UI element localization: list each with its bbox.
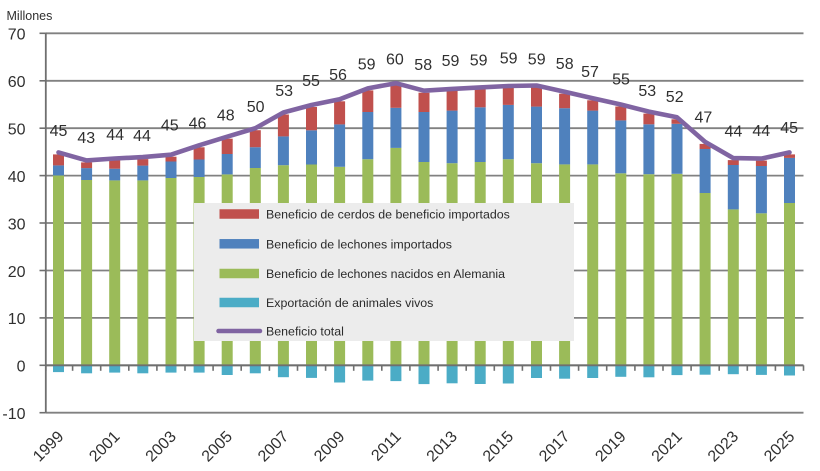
- svg-text:46: 46: [189, 115, 207, 132]
- svg-text:52: 52: [666, 89, 684, 106]
- svg-text:44: 44: [752, 123, 770, 140]
- svg-text:43: 43: [77, 130, 95, 147]
- svg-text:Beneficio de lechones nacidos: Beneficio de lechones nacidos en Alemani…: [266, 267, 505, 281]
- svg-text:48: 48: [217, 108, 235, 125]
- svg-text:55: 55: [302, 73, 320, 90]
- svg-text:57: 57: [581, 64, 599, 81]
- svg-text:50: 50: [8, 122, 26, 139]
- svg-text:40: 40: [8, 169, 26, 186]
- svg-text:45: 45: [50, 123, 68, 140]
- svg-text:0: 0: [17, 359, 26, 376]
- svg-text:44: 44: [106, 127, 124, 144]
- svg-text:56: 56: [329, 67, 347, 84]
- svg-text:30: 30: [8, 216, 26, 233]
- svg-text:53: 53: [275, 83, 293, 100]
- svg-text:60: 60: [8, 74, 26, 91]
- svg-text:20: 20: [8, 264, 26, 281]
- svg-text:Beneficio total: Beneficio total: [266, 325, 344, 339]
- svg-text:55: 55: [612, 71, 630, 88]
- svg-text:Beneficio de lechones importad: Beneficio de lechones importados: [266, 237, 452, 251]
- svg-text:59: 59: [442, 53, 460, 70]
- svg-text:45: 45: [780, 120, 798, 137]
- svg-text:60: 60: [386, 51, 404, 68]
- svg-text:53: 53: [638, 83, 656, 100]
- svg-text:50: 50: [247, 99, 265, 116]
- svg-text:59: 59: [358, 56, 376, 73]
- svg-text:Beneficio de cerdos de benefic: Beneficio de cerdos de beneficio importa…: [266, 208, 510, 222]
- svg-text:70: 70: [8, 27, 26, 44]
- svg-text:44: 44: [133, 128, 151, 145]
- svg-text:59: 59: [528, 51, 546, 68]
- svg-text:Exportación de animales vivos: Exportación de animales vivos: [266, 296, 433, 310]
- svg-text:59: 59: [500, 50, 518, 67]
- svg-text:-10: -10: [2, 406, 25, 423]
- svg-text:58: 58: [556, 56, 574, 73]
- svg-text:Millones: Millones: [7, 9, 53, 23]
- svg-text:10: 10: [8, 311, 26, 328]
- svg-text:47: 47: [695, 110, 713, 127]
- svg-text:45: 45: [161, 117, 179, 134]
- svg-text:59: 59: [470, 52, 488, 69]
- svg-text:44: 44: [725, 124, 743, 141]
- svg-text:58: 58: [414, 57, 432, 74]
